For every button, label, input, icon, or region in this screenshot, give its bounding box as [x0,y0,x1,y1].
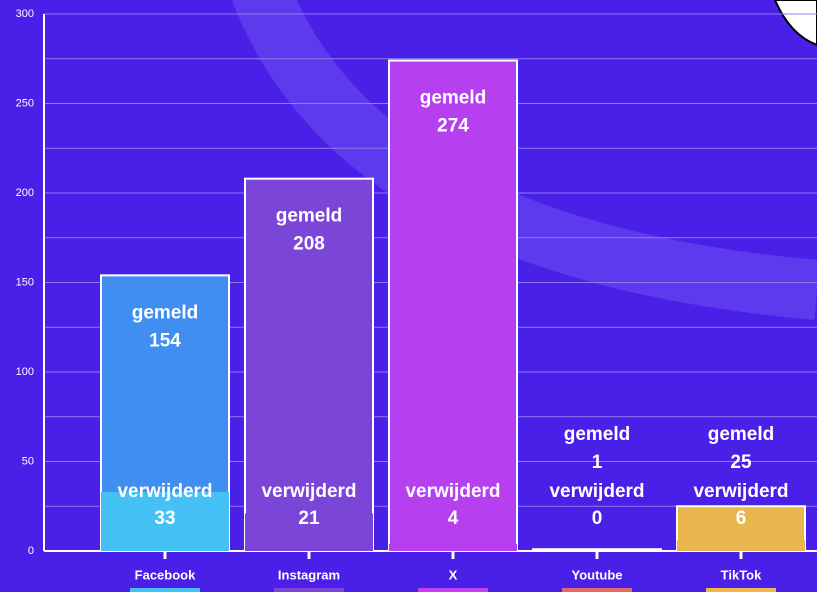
y-tick-label: 200 [16,187,34,199]
x-tick-label: Facebook [135,567,196,582]
value-label: 0 [592,508,603,529]
y-tick-label: 150 [16,276,34,288]
series-label: gemeld [420,88,487,109]
category-swatch [706,588,776,592]
category-swatch [274,588,344,592]
value-label: 4 [448,508,459,529]
value-label: 25 [730,452,752,473]
chart: 050100150200250300gemeld154verwijderd33F… [0,0,817,592]
value-label: 208 [293,234,325,255]
category-swatch [562,588,632,592]
bar [533,549,661,551]
y-tick-label: 250 [16,97,34,109]
bar [389,544,517,551]
y-tick-label: 50 [22,455,34,467]
value-label: 154 [149,330,181,351]
x-tick-label: TikTok [721,567,762,582]
y-tick-label: 300 [16,8,34,20]
x-tick-label: Youtube [571,567,622,582]
x-tick-label: Instagram [278,567,340,582]
series-label: gemeld [132,302,199,323]
series-label: gemeld [564,424,631,445]
x-tick-label: X [449,567,458,582]
y-tick-label: 100 [16,366,34,378]
category-swatch [130,588,200,592]
series-label: verwijderd [117,481,212,502]
y-tick-label: 0 [28,545,34,557]
bar [677,540,805,551]
value-label: 21 [298,508,320,529]
series-label: gemeld [276,206,343,227]
series-label: verwijderd [405,481,500,502]
series-label: verwijderd [261,481,356,502]
category-swatch [418,588,488,592]
series-label: verwijderd [549,481,644,502]
value-label: 274 [437,116,469,137]
series-label: verwijderd [693,481,788,502]
value-label: 6 [736,508,747,529]
value-label: 33 [154,508,175,529]
series-label: gemeld [708,424,775,445]
value-label: 1 [592,452,603,473]
